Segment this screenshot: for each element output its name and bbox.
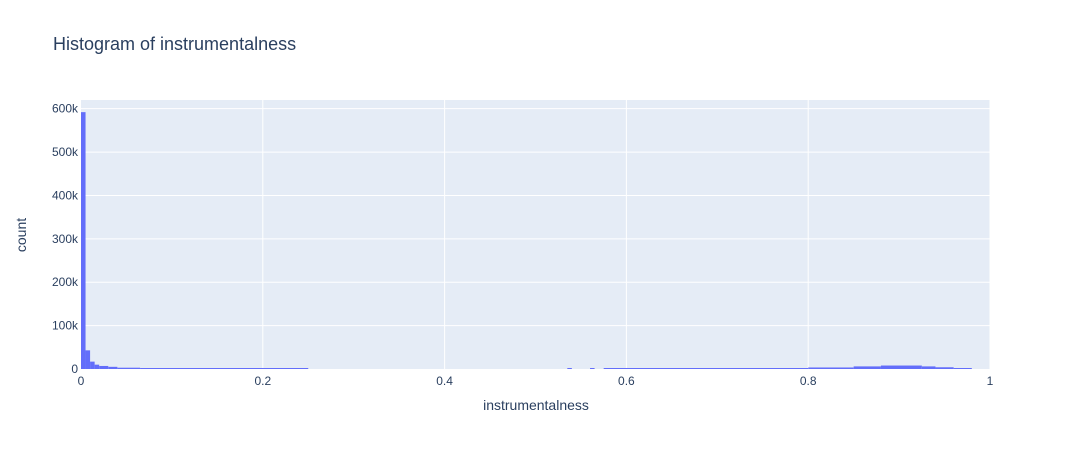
histogram-bar <box>108 366 118 369</box>
histogram-bar <box>808 367 854 369</box>
y-tick-label: 0 <box>71 362 78 376</box>
plot-area <box>81 100 990 369</box>
histogram-bar <box>590 368 595 369</box>
histogram-bar <box>567 368 572 369</box>
x-tick-label: 0.6 <box>618 374 635 388</box>
histogram-bar <box>85 350 91 369</box>
histogram-bar <box>880 365 922 369</box>
x-tick-label: 0.8 <box>800 374 817 388</box>
histogram-bar <box>953 368 972 369</box>
x-tick-label: 1 <box>987 374 994 388</box>
x-tick-label: 0.4 <box>436 374 453 388</box>
x-axis-title: instrumentalness <box>483 397 589 413</box>
x-tick-label: 0.2 <box>254 374 271 388</box>
x-axis-ticks: 0 0.2 0.4 0.6 0.8 1 <box>78 374 994 388</box>
histogram-bar <box>99 365 109 369</box>
y-tick-label: 300k <box>52 232 79 246</box>
histogram-bar <box>603 368 809 369</box>
histogram-bar <box>140 368 309 369</box>
y-tick-label: 100k <box>52 319 79 333</box>
y-tick-label: 500k <box>52 145 79 159</box>
x-tick-label: 0 <box>78 374 85 388</box>
y-axis-title: count <box>13 218 29 252</box>
histogram-bar <box>81 112 86 370</box>
chart-title: Histogram of instrumentalness <box>53 34 296 54</box>
gridlines <box>81 100 991 369</box>
y-tick-label: 200k <box>52 275 79 289</box>
y-tick-label: 600k <box>52 102 79 116</box>
histogram-bar <box>853 366 881 369</box>
y-axis-ticks: 0 100k 200k 300k 400k 500k 600k <box>52 102 79 376</box>
bars <box>81 112 972 370</box>
y-tick-label: 400k <box>52 188 79 202</box>
histogram-bar <box>90 361 95 369</box>
histogram-bar <box>94 364 100 369</box>
histogram-bar <box>921 366 936 369</box>
histogram-bar <box>117 367 141 369</box>
histogram-bar <box>935 367 954 369</box>
